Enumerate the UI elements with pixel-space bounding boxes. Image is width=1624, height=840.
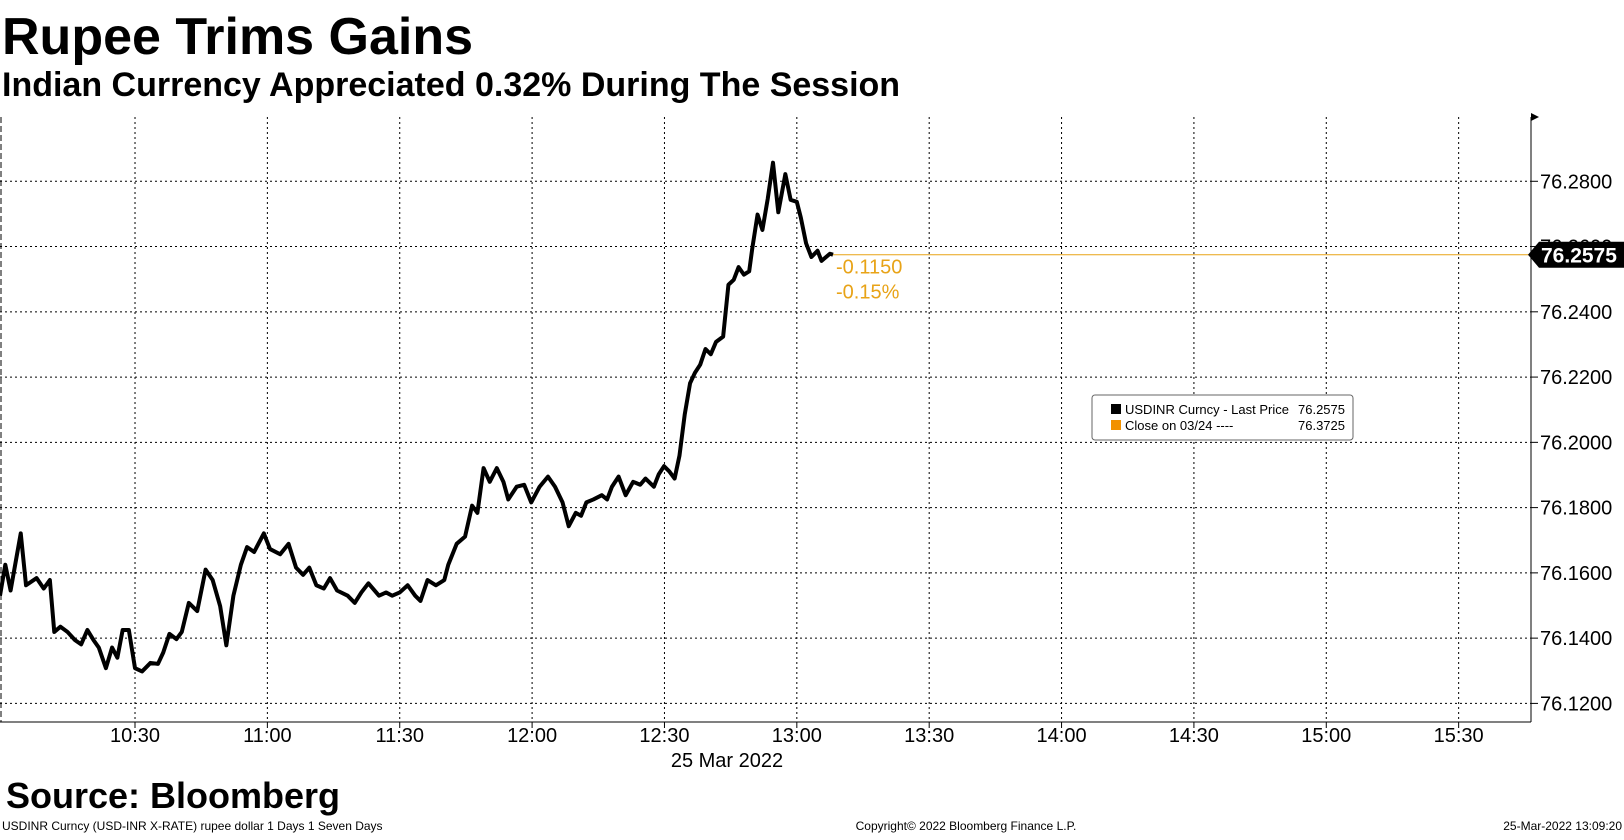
chart-subtitle: Indian Currency Appreciated 0.32% During… — [2, 66, 900, 104]
y-tick-label: 76.2200 — [1540, 367, 1612, 389]
source: Source: Bloomberg — [6, 775, 340, 816]
x-tick-label: 15:30 — [1434, 725, 1484, 747]
chart-title: Rupee Trims Gains — [2, 8, 473, 66]
footer-center: Copyright© 2022 Bloomberg Finance L.P. — [856, 819, 1077, 833]
x-tick-label: 14:00 — [1037, 725, 1087, 747]
axis-arrow — [1531, 113, 1539, 121]
x-tick-label: 10:30 — [110, 725, 160, 747]
annotation: -0.1150 — [836, 257, 902, 279]
x-tick-label: 12:30 — [639, 725, 689, 747]
annotation: -0.15% — [836, 282, 900, 304]
y-tick-label: 76.2800 — [1540, 171, 1612, 193]
legend: USDINR Curncy - Last Price 76.2575 Close… — [1091, 394, 1354, 441]
legend-swatch — [1111, 404, 1121, 414]
x-tick-label: 15:00 — [1301, 725, 1351, 747]
footer-left: USDINR Curncy (USD-INR X-RATE) rupee dol… — [2, 819, 383, 833]
last-price-box — [1528, 241, 1624, 268]
legend-value: 76.2575 — [1298, 402, 1345, 417]
x-tick-label: 12:00 — [507, 725, 557, 747]
y-tick-label: 76.2400 — [1540, 302, 1612, 324]
x-tick-label: 11:30 — [375, 725, 424, 747]
x-tick-label: 13:30 — [904, 725, 954, 747]
y-tick-label: 76.1200 — [1540, 693, 1612, 715]
x-axis-label: 25 Mar 2022 — [671, 750, 783, 772]
x-tick-label: 14:30 — [1169, 725, 1219, 747]
line — [0, 160, 834, 674]
y-tick-label: 76.1400 — [1540, 628, 1612, 650]
y-tick-label: 76.2000 — [1540, 432, 1612, 454]
y-tick-label: 76.1800 — [1540, 498, 1612, 520]
legend-label: USDINR Curncy - Last Price — [1125, 402, 1289, 417]
legend-swatch — [1111, 420, 1121, 430]
legend-value: 76.3725 — [1298, 418, 1345, 433]
legend-label: Close on 03/24 ---- — [1125, 418, 1233, 433]
y-tick-label: 76.1600 — [1540, 563, 1612, 585]
footer-right: 25-Mar-2022 13:09:20 — [1503, 819, 1622, 833]
x-tick-label: 13:00 — [772, 725, 822, 747]
legend-box — [1091, 394, 1354, 441]
last-price-label: 76.2575 — [1541, 245, 1617, 268]
x-tick-label: 11:00 — [243, 725, 292, 747]
